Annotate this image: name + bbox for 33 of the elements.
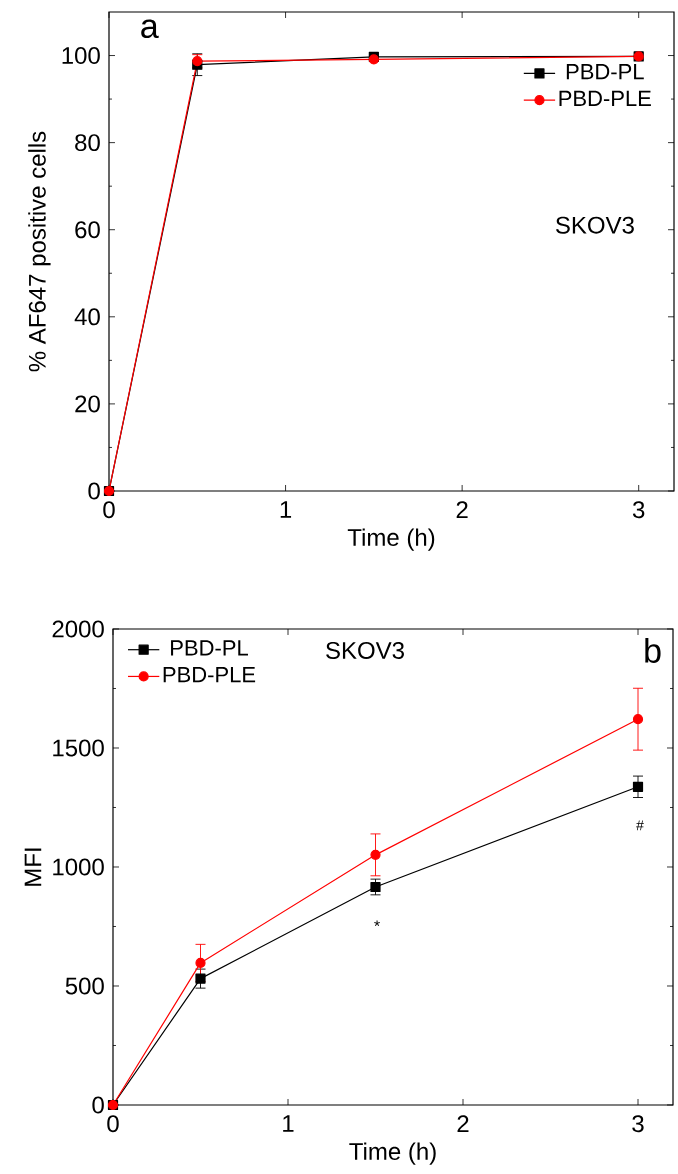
legend-label: PBD-PL [566,64,644,80]
annotation: SKOV3 [326,641,404,659]
y-axis-title: MFI [24,848,42,886]
x-tick-label: 2 [456,501,468,518]
y-tick-label: 20 [75,395,100,413]
y-tick-label: 100 [62,47,100,65]
x-tick-label: 0 [107,1115,119,1133]
y-tick-label: 60 [75,221,100,239]
annotation: a [141,19,159,39]
legend-label: PBD-PLE [163,667,256,683]
x-tick-label: 1 [280,501,292,518]
y-tick-label: 80 [75,134,100,152]
annotation: b [645,637,661,663]
annotation: * [374,920,380,927]
x-tick-label: 3 [632,501,645,519]
y-tick-label: 1000 [53,858,104,876]
annotation: SKOV3 [555,216,634,234]
x-tick-label: 3 [632,1115,644,1133]
legend-label: PBD-PLE [559,90,651,106]
y-axis-title: % AF647 positive cells [28,131,51,372]
x-axis-title: Time (h) [347,528,435,551]
y-tick-label: 1500 [53,739,104,757]
x-tick-label: 0 [103,501,115,519]
y-tick-label: 0 [92,1096,104,1114]
x-tick-label: 2 [457,1115,469,1132]
legend-label: PBD-PL [171,640,248,656]
y-tick-label: 0 [88,482,100,500]
y-tick-label: 2000 [52,620,104,638]
annotation: # [636,820,644,831]
x-axis-title: Time (h) [349,1142,436,1165]
x-tick-label: 1 [283,1115,294,1132]
y-tick-label: 40 [74,308,100,326]
y-tick-label: 500 [65,977,104,995]
